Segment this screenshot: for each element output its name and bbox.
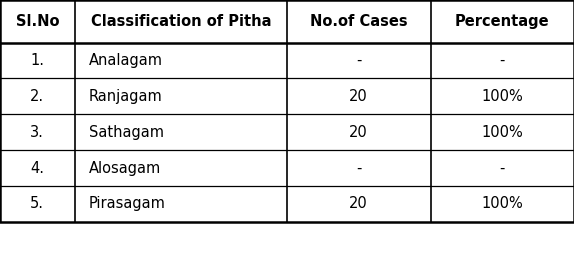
Text: 5.: 5.: [30, 196, 44, 212]
Text: -: -: [356, 53, 362, 68]
Text: Alosagam: Alosagam: [89, 160, 161, 176]
Text: 100%: 100%: [482, 89, 523, 104]
Text: -: -: [499, 160, 505, 176]
Text: 2.: 2.: [30, 89, 44, 104]
Text: Pirasagam: Pirasagam: [89, 196, 166, 212]
Text: Classification of Pitha: Classification of Pitha: [91, 14, 271, 29]
Text: -: -: [356, 160, 362, 176]
Bar: [0, 0, 574, 222]
Text: Sathagam: Sathagam: [89, 125, 164, 140]
Text: 20: 20: [350, 196, 368, 212]
Text: Ranjagam: Ranjagam: [89, 89, 162, 104]
Text: No.of Cases: No.of Cases: [310, 14, 408, 29]
Text: Analagam: Analagam: [89, 53, 163, 68]
Text: Percentage: Percentage: [455, 14, 549, 29]
Text: 4.: 4.: [30, 160, 44, 176]
Text: 100%: 100%: [482, 125, 523, 140]
Text: -: -: [499, 53, 505, 68]
Text: 1.: 1.: [30, 53, 44, 68]
Text: Sl.No: Sl.No: [15, 14, 59, 29]
Text: 20: 20: [350, 89, 368, 104]
Text: 100%: 100%: [482, 196, 523, 212]
Text: 3.: 3.: [30, 125, 44, 140]
Text: 20: 20: [350, 125, 368, 140]
